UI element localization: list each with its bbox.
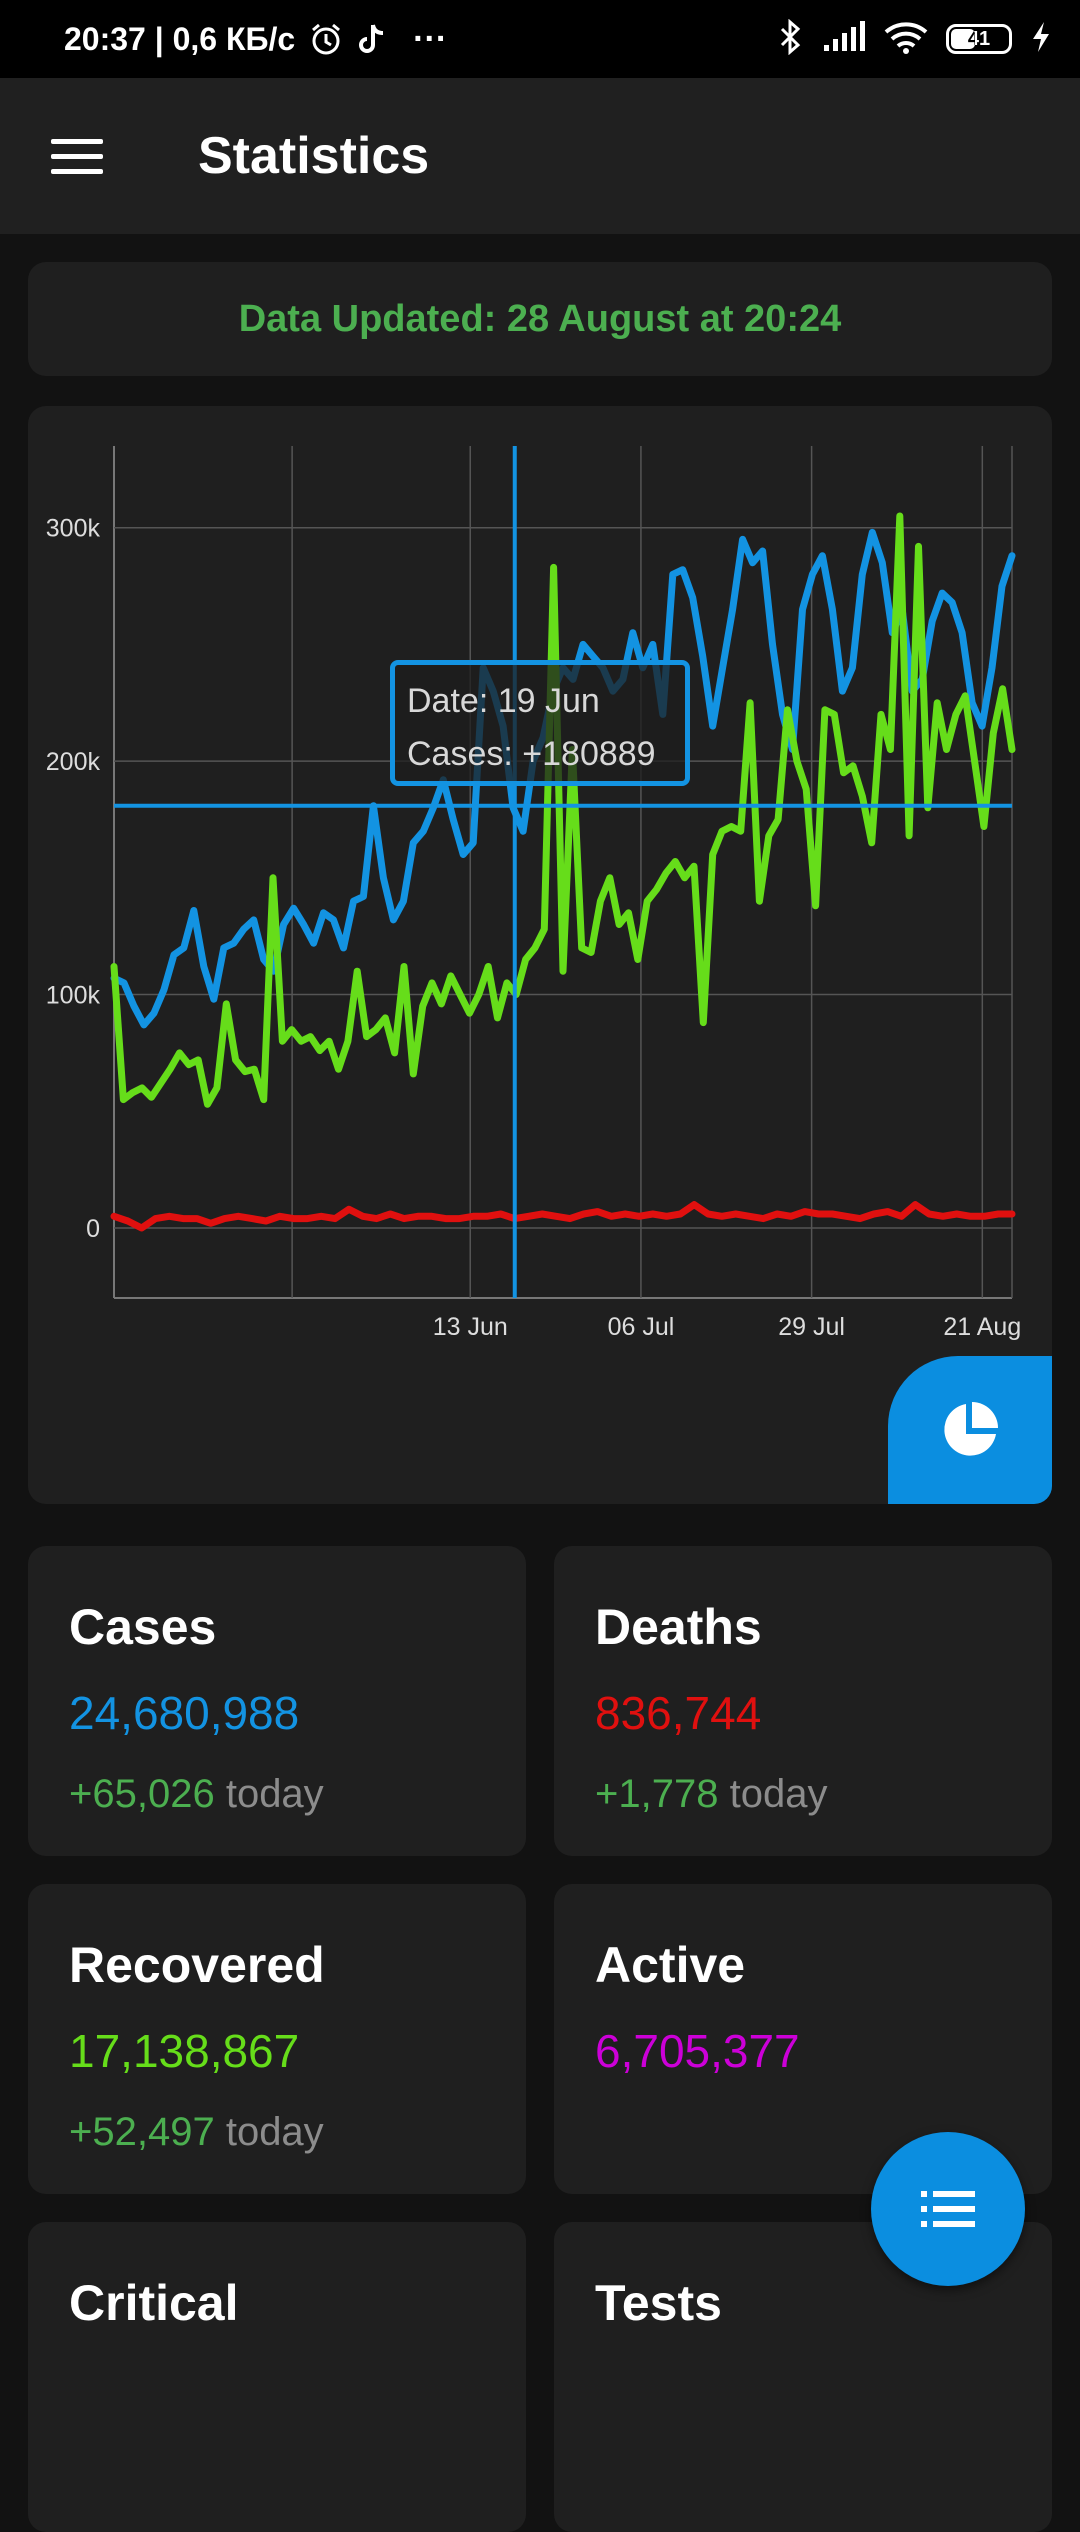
series-line-recovered bbox=[110, 512, 1016, 1108]
tooltip-date: Date: 19 Jun bbox=[407, 682, 600, 720]
alarm-icon bbox=[309, 22, 343, 56]
line-chart[interactable]: 0 100k 200k 300k 13 Jun 06 Jul 29 Jul 21 Aug bbox=[28, 406, 1052, 1504]
stat-today-label: today bbox=[225, 1772, 324, 1816]
wifi-icon bbox=[884, 20, 928, 59]
tooltip-cases: Cases: +180889 bbox=[407, 735, 656, 773]
stat-delta: +65,026 bbox=[69, 1772, 215, 1816]
y-tick-label: 300k bbox=[46, 515, 101, 543]
stat-title: Critical bbox=[69, 2275, 239, 2331]
pie-chart-button[interactable] bbox=[888, 1356, 1052, 1504]
chart-card: 0 100k 200k 300k 13 Jun 06 Jul 29 Jul 21 Aug Da… bbox=[28, 406, 1052, 1504]
stat-title: Active bbox=[595, 1937, 746, 1993]
y-tick-label: 100k bbox=[46, 982, 101, 1010]
page-title: Statistics bbox=[198, 127, 430, 185]
data-updated-text: Data Updated: 28 August at 20:24 bbox=[238, 297, 842, 340]
data-updated-card: Data Updated: 28 August at 20:24 bbox=[28, 262, 1052, 376]
stat-delta: +1,778 bbox=[595, 1772, 719, 1816]
battery-level: 41 bbox=[967, 27, 991, 50]
chart-tooltip: Date: 19 Jun Cases: +180889 bbox=[390, 660, 690, 786]
stat-title: Deaths bbox=[595, 1599, 762, 1655]
hamburger-menu-icon[interactable] bbox=[40, 124, 114, 188]
stat-title: Cases bbox=[69, 1599, 217, 1655]
stat-title: Recovered bbox=[69, 1937, 325, 1993]
x-tick-label: 13 Jun bbox=[433, 1313, 508, 1341]
y-tick-label: 200k bbox=[46, 748, 101, 776]
more-icon: ··· bbox=[413, 19, 448, 58]
stat-card-deaths[interactable]: Deaths 836,744 +1,778 today bbox=[554, 1546, 1052, 1856]
list-icon bbox=[921, 2191, 975, 2227]
battery-icon: 41 bbox=[946, 24, 1012, 54]
stat-title: Tests bbox=[595, 2275, 722, 2331]
stat-today-label: today bbox=[729, 1772, 828, 1816]
stat-delta: +52,497 bbox=[69, 2110, 215, 2154]
y-tick-label: 0 bbox=[86, 1215, 100, 1243]
stat-value: 24,680,988 bbox=[69, 1687, 300, 1739]
x-tick-label: 21 Aug bbox=[943, 1313, 1021, 1341]
x-tick-label: 29 Jul bbox=[778, 1313, 845, 1341]
status-bar: 20:37 | 0,6 КБ/с ··· 41 bbox=[0, 0, 1080, 78]
app-bar: Statistics bbox=[0, 78, 1080, 234]
stat-today-label: today bbox=[225, 2110, 324, 2154]
stat-card-cases[interactable]: Cases 24,680,988 +65,026 today bbox=[28, 1546, 526, 1856]
stat-card-active[interactable]: Active 6,705,377 bbox=[554, 1884, 1052, 2194]
tiktok-icon bbox=[357, 22, 387, 56]
pie-chart-icon bbox=[944, 1402, 998, 1456]
charging-icon bbox=[1030, 21, 1052, 58]
stat-value: 6,705,377 bbox=[595, 2025, 800, 2077]
status-time: 20:37 | 0,6 КБ/с bbox=[64, 20, 296, 57]
stat-value: 836,744 bbox=[595, 1687, 762, 1739]
stat-card-critical[interactable]: Critical bbox=[28, 2222, 526, 2532]
signal-icon bbox=[822, 20, 866, 58]
stat-card-recovered[interactable]: Recovered 17,138,867 +52,497 today bbox=[28, 1884, 526, 2194]
list-view-button[interactable] bbox=[871, 2132, 1025, 2286]
series-line-deaths bbox=[110, 1201, 1016, 1232]
stat-value: 17,138,867 bbox=[69, 2025, 300, 2077]
bluetooth-icon bbox=[776, 18, 804, 60]
x-tick-label: 06 Jul bbox=[608, 1313, 675, 1341]
